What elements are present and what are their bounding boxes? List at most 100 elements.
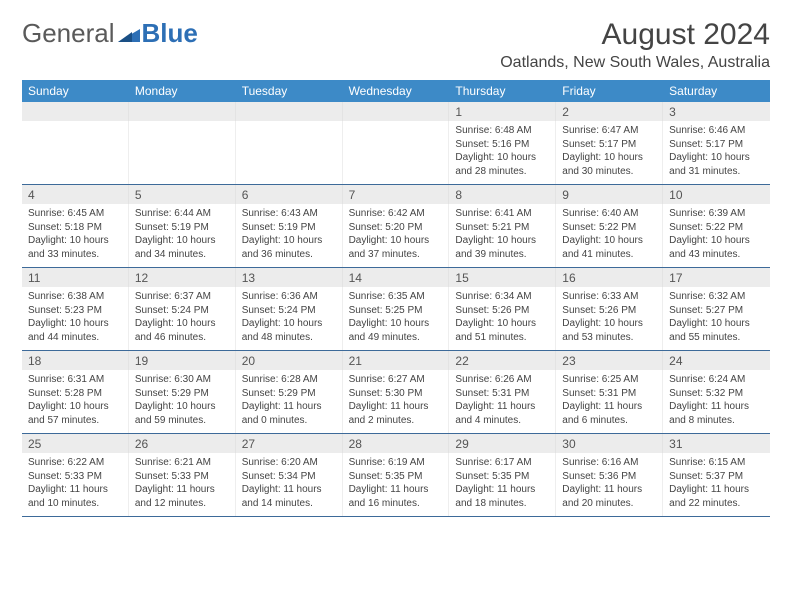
day-detail-cell: Sunrise: 6:33 AMSunset: 5:26 PMDaylight:… (556, 287, 663, 350)
sunset-text: Sunset: 5:20 PM (349, 221, 443, 235)
day-number: 17 (663, 268, 770, 287)
day-number-row: 11121314151617 (22, 268, 770, 287)
sunrise-text: Sunrise: 6:40 AM (562, 207, 656, 221)
day-detail-cell (129, 121, 236, 184)
daylight-text: Daylight: 10 hours and 30 minutes. (562, 151, 656, 178)
logo-text-general: General (22, 18, 115, 49)
daylight-text: Daylight: 10 hours and 53 minutes. (562, 317, 656, 344)
day-detail-cell: Sunrise: 6:32 AMSunset: 5:27 PMDaylight:… (663, 287, 770, 350)
sunrise-text: Sunrise: 6:35 AM (349, 290, 443, 304)
sunset-text: Sunset: 5:18 PM (28, 221, 122, 235)
daylight-text: Daylight: 10 hours and 33 minutes. (28, 234, 122, 261)
sunrise-text: Sunrise: 6:38 AM (28, 290, 122, 304)
day-detail-cell: Sunrise: 6:34 AMSunset: 5:26 PMDaylight:… (449, 287, 556, 350)
day-number: 16 (556, 268, 663, 287)
day-number: 1 (449, 102, 556, 121)
day-number-row: 123 (22, 102, 770, 121)
day-detail-cell: Sunrise: 6:19 AMSunset: 5:35 PMDaylight:… (343, 453, 450, 516)
day-detail-cell: Sunrise: 6:15 AMSunset: 5:37 PMDaylight:… (663, 453, 770, 516)
weekday-header: Monday (129, 80, 236, 102)
day-detail-cell: Sunrise: 6:26 AMSunset: 5:31 PMDaylight:… (449, 370, 556, 433)
sunrise-text: Sunrise: 6:34 AM (455, 290, 549, 304)
daylight-text: Daylight: 10 hours and 46 minutes. (135, 317, 229, 344)
day-number (22, 102, 129, 121)
sunrise-text: Sunrise: 6:21 AM (135, 456, 229, 470)
sunrise-text: Sunrise: 6:39 AM (669, 207, 764, 221)
day-number: 24 (663, 351, 770, 370)
sunrise-text: Sunrise: 6:28 AM (242, 373, 336, 387)
sunrise-text: Sunrise: 6:32 AM (669, 290, 764, 304)
day-detail-row: Sunrise: 6:31 AMSunset: 5:28 PMDaylight:… (22, 370, 770, 434)
daylight-text: Daylight: 10 hours and 34 minutes. (135, 234, 229, 261)
calendar-table: Sunday Monday Tuesday Wednesday Thursday… (22, 80, 770, 517)
sunset-text: Sunset: 5:26 PM (562, 304, 656, 318)
day-detail-cell: Sunrise: 6:37 AMSunset: 5:24 PMDaylight:… (129, 287, 236, 350)
weekday-header-row: Sunday Monday Tuesday Wednesday Thursday… (22, 80, 770, 102)
day-number-row: 45678910 (22, 185, 770, 204)
daylight-text: Daylight: 10 hours and 43 minutes. (669, 234, 764, 261)
day-number: 2 (556, 102, 663, 121)
sunset-text: Sunset: 5:25 PM (349, 304, 443, 318)
weekday-header: Tuesday (236, 80, 343, 102)
sunset-text: Sunset: 5:30 PM (349, 387, 443, 401)
month-title: August 2024 (602, 18, 770, 52)
sunset-text: Sunset: 5:23 PM (28, 304, 122, 318)
day-detail-cell: Sunrise: 6:48 AMSunset: 5:16 PMDaylight:… (449, 121, 556, 184)
daylight-text: Daylight: 11 hours and 14 minutes. (242, 483, 336, 510)
sunset-text: Sunset: 5:35 PM (349, 470, 443, 484)
sunrise-text: Sunrise: 6:22 AM (28, 456, 122, 470)
sunrise-text: Sunrise: 6:36 AM (242, 290, 336, 304)
day-number: 5 (129, 185, 236, 204)
day-detail-cell: Sunrise: 6:38 AMSunset: 5:23 PMDaylight:… (22, 287, 129, 350)
day-number: 30 (556, 434, 663, 453)
daylight-text: Daylight: 10 hours and 31 minutes. (669, 151, 764, 178)
day-number: 3 (663, 102, 770, 121)
day-detail-cell (22, 121, 129, 184)
daylight-text: Daylight: 11 hours and 18 minutes. (455, 483, 549, 510)
day-number: 31 (663, 434, 770, 453)
sunrise-text: Sunrise: 6:15 AM (669, 456, 764, 470)
daylight-text: Daylight: 11 hours and 0 minutes. (242, 400, 336, 427)
day-number: 27 (236, 434, 343, 453)
sunset-text: Sunset: 5:32 PM (669, 387, 764, 401)
day-detail-cell: Sunrise: 6:24 AMSunset: 5:32 PMDaylight:… (663, 370, 770, 433)
day-detail-cell: Sunrise: 6:22 AMSunset: 5:33 PMDaylight:… (22, 453, 129, 516)
sunset-text: Sunset: 5:22 PM (669, 221, 764, 235)
day-detail-cell: Sunrise: 6:41 AMSunset: 5:21 PMDaylight:… (449, 204, 556, 267)
sunrise-text: Sunrise: 6:43 AM (242, 207, 336, 221)
sunset-text: Sunset: 5:33 PM (28, 470, 122, 484)
logo-triangle-icon (118, 26, 140, 47)
sunrise-text: Sunrise: 6:17 AM (455, 456, 549, 470)
day-detail-cell: Sunrise: 6:45 AMSunset: 5:18 PMDaylight:… (22, 204, 129, 267)
sunset-text: Sunset: 5:29 PM (242, 387, 336, 401)
day-number: 23 (556, 351, 663, 370)
daylight-text: Daylight: 10 hours and 49 minutes. (349, 317, 443, 344)
sunrise-text: Sunrise: 6:24 AM (669, 373, 764, 387)
daylight-text: Daylight: 10 hours and 51 minutes. (455, 317, 549, 344)
day-detail-cell: Sunrise: 6:44 AMSunset: 5:19 PMDaylight:… (129, 204, 236, 267)
sunrise-text: Sunrise: 6:46 AM (669, 124, 764, 138)
day-detail-cell: Sunrise: 6:16 AMSunset: 5:36 PMDaylight:… (556, 453, 663, 516)
sunrise-text: Sunrise: 6:37 AM (135, 290, 229, 304)
day-detail-row: Sunrise: 6:48 AMSunset: 5:16 PMDaylight:… (22, 121, 770, 185)
day-detail-cell: Sunrise: 6:28 AMSunset: 5:29 PMDaylight:… (236, 370, 343, 433)
weekday-header: Saturday (663, 80, 770, 102)
day-number: 22 (449, 351, 556, 370)
day-number: 6 (236, 185, 343, 204)
day-number (129, 102, 236, 121)
day-number: 10 (663, 185, 770, 204)
sunrise-text: Sunrise: 6:45 AM (28, 207, 122, 221)
day-detail-cell: Sunrise: 6:27 AMSunset: 5:30 PMDaylight:… (343, 370, 450, 433)
daylight-text: Daylight: 11 hours and 16 minutes. (349, 483, 443, 510)
day-detail-cell: Sunrise: 6:46 AMSunset: 5:17 PMDaylight:… (663, 121, 770, 184)
sunrise-text: Sunrise: 6:48 AM (455, 124, 549, 138)
sunrise-text: Sunrise: 6:42 AM (349, 207, 443, 221)
sunrise-text: Sunrise: 6:16 AM (562, 456, 656, 470)
day-detail-cell: Sunrise: 6:42 AMSunset: 5:20 PMDaylight:… (343, 204, 450, 267)
sunset-text: Sunset: 5:24 PM (242, 304, 336, 318)
day-detail-cell: Sunrise: 6:39 AMSunset: 5:22 PMDaylight:… (663, 204, 770, 267)
day-number: 11 (22, 268, 129, 287)
day-detail-row: Sunrise: 6:22 AMSunset: 5:33 PM Daylight:… (22, 453, 770, 517)
sunset-text: Sunset: 5:22 PM (562, 221, 656, 235)
sunset-text: Sunset: 5:37 PM (669, 470, 764, 484)
